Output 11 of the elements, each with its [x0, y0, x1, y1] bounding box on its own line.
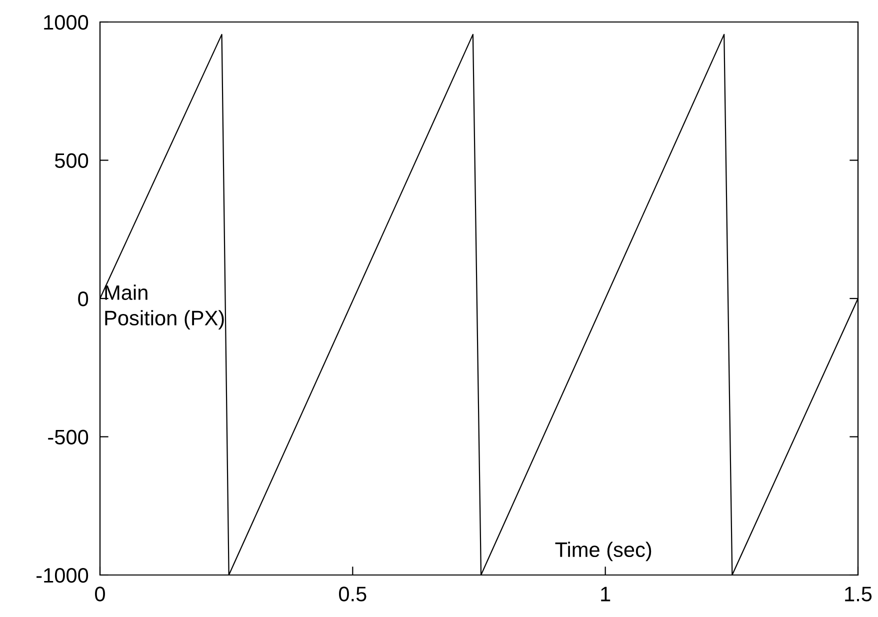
- y-tick-label: -500: [48, 430, 88, 445]
- x-tick-label: 1: [601, 586, 610, 602]
- x-tick-label: 1.5: [845, 586, 872, 602]
- x-tick-label: 0.5: [339, 586, 366, 602]
- x-tick-label: 0: [95, 586, 105, 602]
- x-axis-title: Time (sec): [555, 542, 652, 562]
- y-tick-label: 500: [54, 153, 88, 168]
- y-tick-label: 1000: [44, 15, 88, 30]
- y-axis-title: Main Position (PX): [105, 284, 224, 330]
- y-tick-label: 0: [78, 292, 88, 306]
- y-tick-label: -1000: [36, 568, 88, 583]
